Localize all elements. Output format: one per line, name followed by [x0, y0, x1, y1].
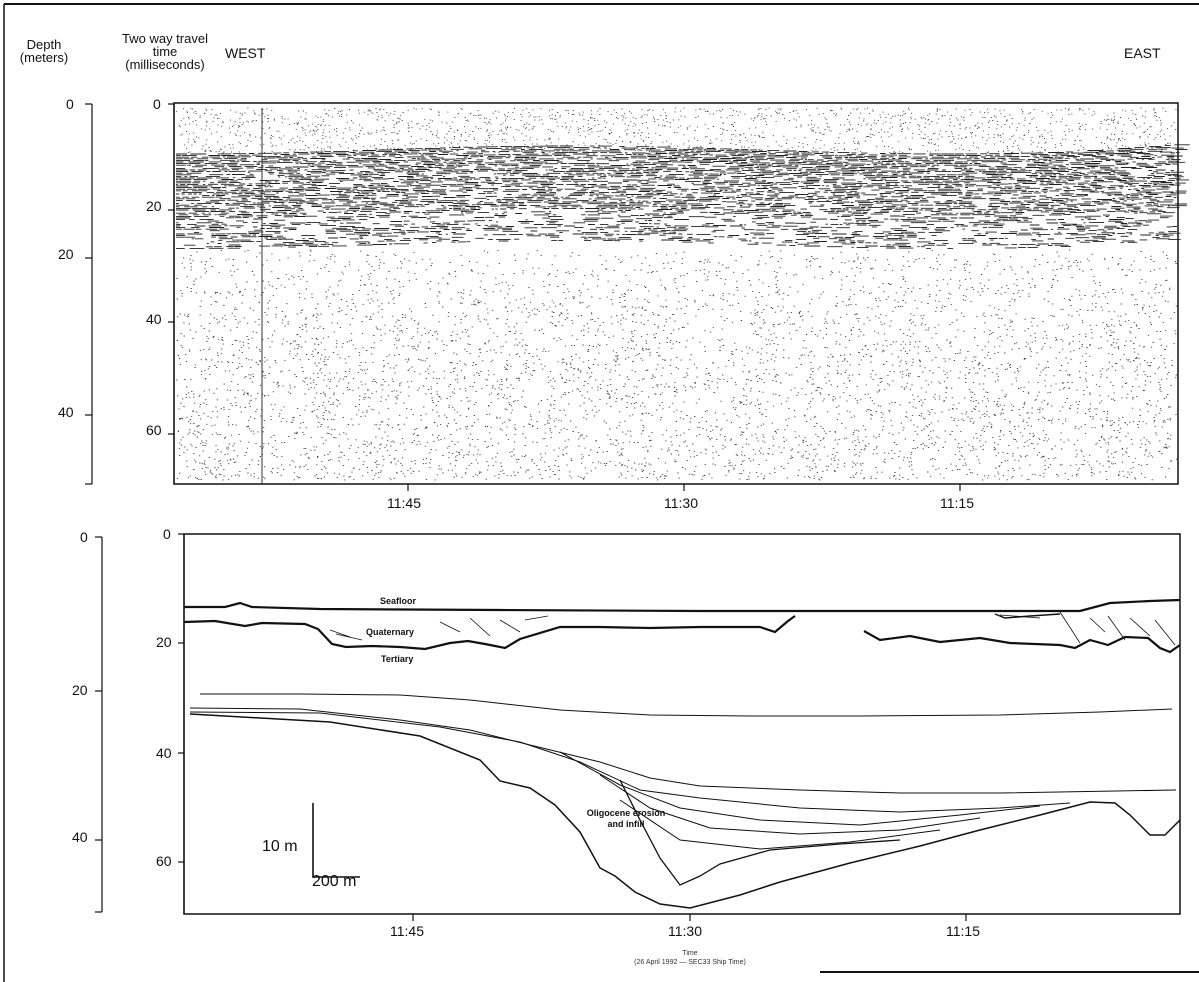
reflector-6 — [619, 799, 941, 850]
channel-infill — [619, 779, 901, 886]
top-depth-tick-0: 0 — [66, 96, 74, 112]
bottom-time-tick-1130: 11:30 — [668, 923, 702, 939]
bottom-depth-tick-0: 0 — [80, 529, 88, 545]
reflector-3 — [189, 711, 1071, 813]
reflector-4 — [559, 751, 1041, 826]
time-caption: Time (26 April 1992 — SEC33 Ship Time) — [560, 949, 820, 967]
top-twt-tick-40: 40 — [146, 311, 162, 327]
east-label: EAST — [1124, 45, 1161, 61]
bottom-panel-frame — [183, 533, 1181, 915]
west-label: WEST — [225, 45, 266, 61]
seismic-noise — [176, 107, 1190, 481]
seafloor-label: Seafloor — [380, 596, 417, 606]
top-axes — [85, 103, 961, 491]
tertiary-boundary-west — [183, 615, 796, 651]
bottom-depth-tick-40: 40 — [72, 829, 88, 845]
tertiary-step-east — [994, 613, 1061, 619]
oligocene-label: Oligocene erosion and infill — [586, 808, 666, 829]
caption-line-2: (26 April 1992 — SEC33 Ship Time) — [634, 959, 746, 966]
scale-bar — [312, 803, 360, 878]
seafloor-horizon — [184, 598, 1181, 613]
twt-axis-title: Two way travel time (milliseconds) — [122, 31, 208, 72]
scale-vertical-label: 10 m — [262, 838, 298, 855]
reflector-1 — [200, 693, 1173, 717]
top-depth-tick-40: 40 — [58, 404, 74, 420]
quaternary-label: Quaternary — [366, 627, 415, 637]
top-twt-tick-20: 20 — [146, 198, 162, 214]
bottom-twt-tick-40: 40 — [156, 745, 172, 761]
bottom-depth-tick-20: 20 — [72, 682, 88, 698]
top-depth-tick-20: 20 — [58, 246, 74, 262]
bottom-twt-tick-60: 60 — [156, 853, 172, 869]
bottom-time-tick-1115: 11:15 — [946, 923, 980, 939]
reflector-2 — [189, 707, 1177, 794]
quaternary-infill — [329, 611, 1176, 646]
bottom-axes — [95, 533, 967, 921]
top-time-tick-1145: 11:45 — [387, 495, 421, 511]
tertiary-boundary-east — [863, 630, 1181, 654]
bottom-twt-tick-0: 0 — [163, 526, 171, 542]
bottom-time-tick-1145: 11:45 — [390, 923, 424, 939]
oligocene-erosion-surface — [189, 713, 1181, 909]
caption-line-1: Time — [682, 950, 698, 957]
top-time-tick-1115: 11:15 — [940, 495, 974, 511]
top-twt-tick-60: 60 — [146, 422, 162, 438]
reflector-5 — [599, 774, 981, 835]
top-twt-tick-0: 0 — [153, 96, 161, 112]
seismic-record-panel — [173, 102, 1190, 485]
bottom-twt-tick-20: 20 — [156, 634, 172, 650]
depth-axis-title: Depth (meters) — [19, 37, 69, 65]
interpretation-panel — [183, 533, 1181, 915]
tertiary-label: Tertiary — [381, 654, 414, 664]
top-time-tick-1130: 11:30 — [664, 495, 698, 511]
